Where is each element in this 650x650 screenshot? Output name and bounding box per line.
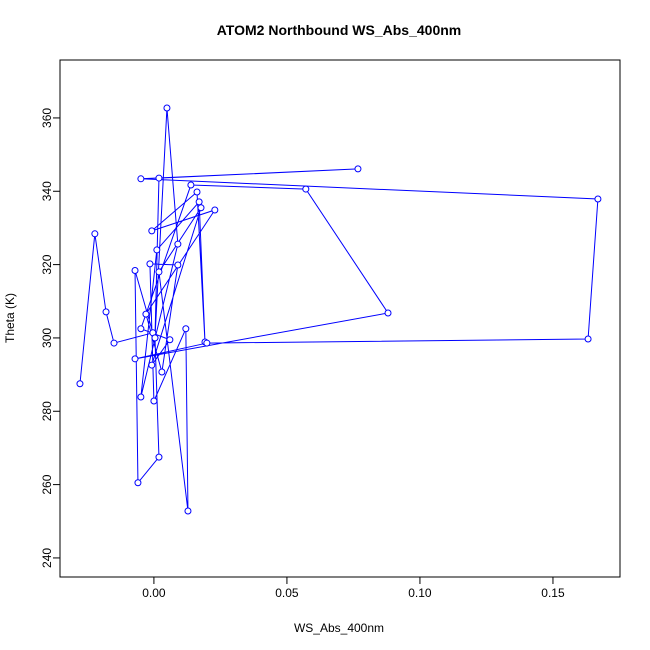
data-point	[163, 104, 171, 112]
data-point	[166, 336, 174, 344]
data-point	[203, 339, 211, 347]
data-point	[131, 266, 139, 274]
data-point	[148, 361, 156, 369]
x-tick-label: 0.10	[408, 586, 432, 600]
data-point	[197, 204, 205, 212]
data-point	[182, 325, 190, 333]
data-point	[155, 174, 163, 182]
data-point	[384, 309, 392, 317]
y-tick-label: 240	[40, 548, 54, 568]
plot-frame	[59, 59, 621, 578]
data-point	[91, 230, 99, 238]
data-point	[174, 261, 182, 269]
data-point	[594, 195, 602, 203]
data-point	[110, 339, 118, 347]
data-point	[137, 393, 145, 401]
chart-title: ATOM2 Northbound WS_Abs_400nm	[217, 22, 462, 38]
x-tick-label: 0.05	[275, 586, 299, 600]
data-point	[148, 227, 156, 235]
x-tick-label: 0.00	[142, 586, 166, 600]
data-point	[142, 310, 150, 318]
data-point	[354, 165, 362, 173]
data-point	[184, 507, 192, 515]
data-point	[151, 334, 159, 342]
data-point	[134, 479, 142, 487]
y-tick-label: 360	[40, 108, 54, 128]
data-point	[146, 260, 154, 268]
data-point	[193, 188, 201, 196]
y-tick-label: 340	[40, 181, 54, 201]
data-point	[584, 335, 592, 343]
data-point	[174, 240, 182, 248]
y-tick-label: 300	[40, 328, 54, 348]
data-point	[195, 198, 203, 206]
data-line	[79, 107, 599, 512]
y-tick-label: 320	[40, 254, 54, 274]
data-point	[153, 246, 161, 254]
data-point	[187, 181, 195, 189]
y-axis-label: Theta (K)	[3, 293, 17, 343]
data-point	[155, 268, 163, 276]
data-point	[76, 380, 84, 388]
data-point	[102, 308, 110, 316]
y-tick-label: 260	[40, 474, 54, 494]
data-point	[155, 453, 163, 461]
data-point	[137, 175, 145, 183]
x-axis-label: WS_Abs_400nm	[294, 621, 384, 635]
data-point	[137, 325, 145, 333]
x-tick-label: 0.15	[541, 586, 565, 600]
data-point	[150, 397, 158, 405]
data-point	[211, 206, 219, 214]
data-point	[302, 185, 310, 193]
data-point	[158, 368, 166, 376]
y-tick-label: 280	[40, 401, 54, 421]
data-point	[131, 355, 139, 363]
